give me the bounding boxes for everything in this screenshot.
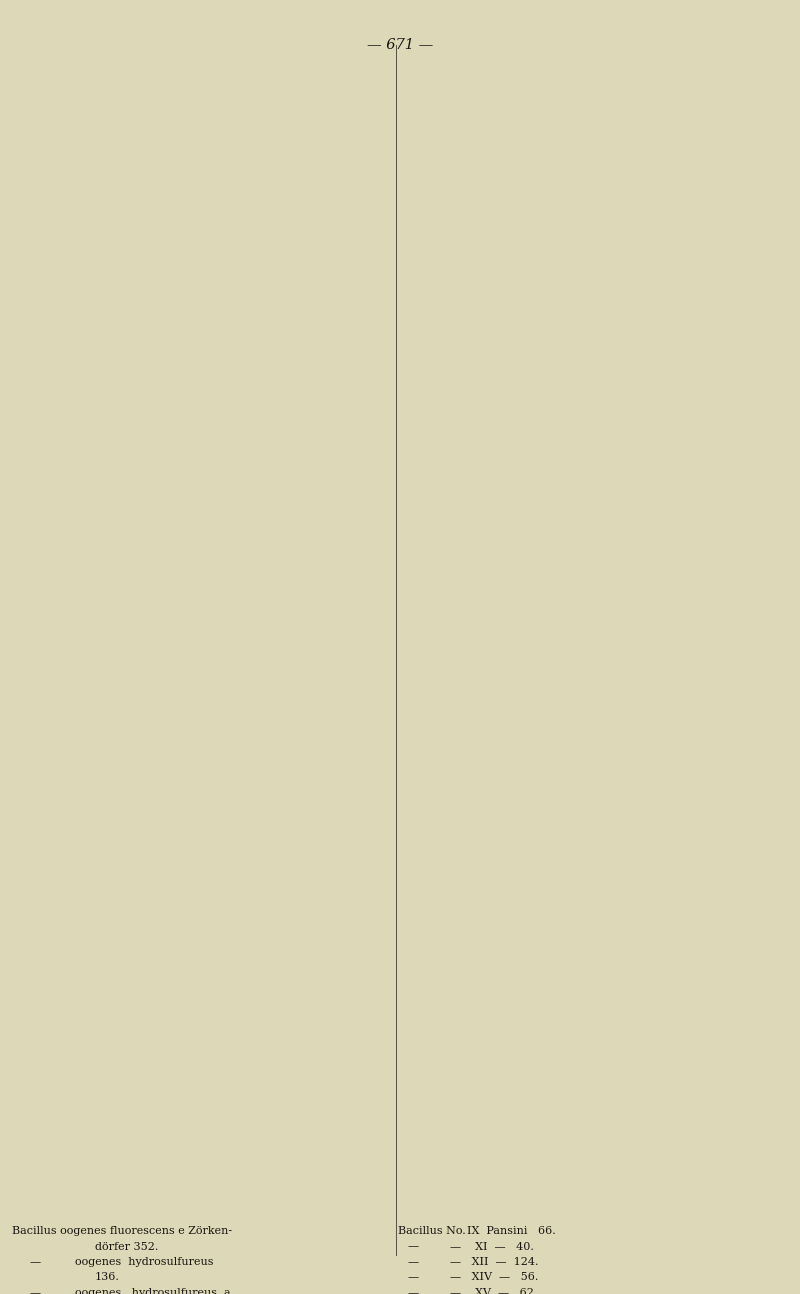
Text: —: — [408, 1241, 419, 1251]
Text: —: — [408, 1288, 419, 1294]
Text: dörfer 352.: dörfer 352. [95, 1241, 158, 1251]
Text: oogenes   hydrosulfureus  a: oogenes hydrosulfureus a [75, 1288, 230, 1294]
Text: —: — [408, 1256, 419, 1267]
Text: —    XI  —   40.: — XI — 40. [450, 1241, 534, 1251]
Text: Bacillus oogenes fluorescens e Zörken-: Bacillus oogenes fluorescens e Zörken- [12, 1225, 232, 1236]
Text: 136.: 136. [95, 1272, 120, 1282]
Text: —   XIV  —   56.: — XIV — 56. [450, 1272, 538, 1282]
Text: —   XII  —  124.: — XII — 124. [450, 1256, 538, 1267]
Text: IX  Pansini   66.: IX Pansini 66. [460, 1225, 556, 1236]
Text: —: — [408, 1272, 419, 1282]
Text: —    XV  —   62.: — XV — 62. [450, 1288, 538, 1294]
Text: oogenes  hydrosulfureus: oogenes hydrosulfureus [75, 1256, 214, 1267]
Text: —: — [30, 1288, 41, 1294]
Text: Bacillus No.: Bacillus No. [398, 1225, 466, 1236]
Text: — 671 —: — 671 — [367, 38, 433, 52]
Text: —: — [30, 1256, 41, 1267]
